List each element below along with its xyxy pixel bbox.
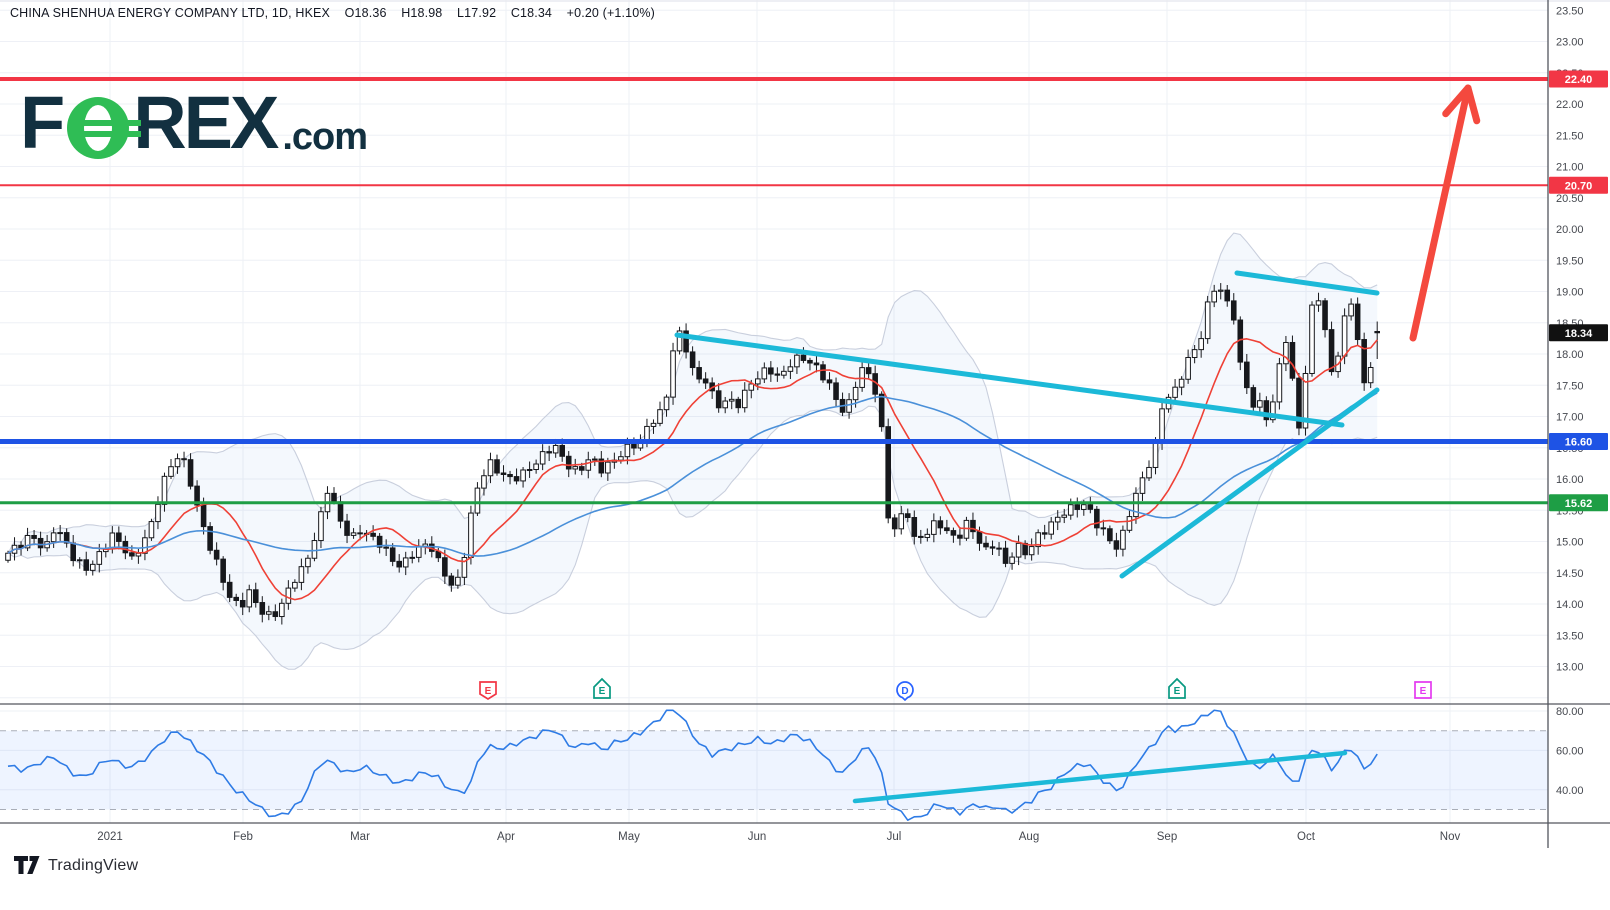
svg-text:Mar: Mar bbox=[350, 831, 370, 843]
svg-text:21.00: 21.00 bbox=[1556, 162, 1584, 174]
svg-text:Apr: Apr bbox=[497, 831, 515, 843]
svg-text:14.50: 14.50 bbox=[1556, 568, 1584, 580]
svg-text:21.50: 21.50 bbox=[1556, 130, 1584, 142]
tradingview-attribution[interactable]: TradingView bbox=[14, 856, 138, 875]
candlestick-series bbox=[5, 283, 1381, 625]
trendline-descending-resistance-long[interactable] bbox=[674, 332, 1345, 428]
svg-text:17.50: 17.50 bbox=[1556, 380, 1584, 392]
svg-text:15.62: 15.62 bbox=[1565, 498, 1593, 510]
open-value: O18.36 bbox=[344, 6, 387, 20]
svg-text:60.00: 60.00 bbox=[1556, 745, 1584, 757]
moving-averages bbox=[7, 338, 1378, 601]
svg-text:Oct: Oct bbox=[1297, 831, 1316, 843]
projection-arrow[interactable] bbox=[1409, 84, 1481, 342]
rsi-pane bbox=[0, 709, 1548, 821]
marker-dividend[interactable] bbox=[896, 681, 914, 702]
trendline-descending-resistance-short[interactable] bbox=[1234, 270, 1380, 296]
svg-text:23.00: 23.00 bbox=[1556, 37, 1584, 49]
svg-text:18.00: 18.00 bbox=[1556, 349, 1584, 361]
grid-lines bbox=[0, 0, 1548, 823]
svg-text:E: E bbox=[1420, 686, 1427, 697]
svg-text:17.00: 17.00 bbox=[1556, 412, 1584, 424]
svg-text:19.00: 19.00 bbox=[1556, 287, 1584, 299]
marker-earnings[interactable] bbox=[593, 677, 611, 699]
svg-text:13.00: 13.00 bbox=[1556, 662, 1584, 674]
svg-text:20.70: 20.70 bbox=[1565, 180, 1593, 192]
svg-text:16.00: 16.00 bbox=[1556, 474, 1584, 486]
svg-text:20.50: 20.50 bbox=[1556, 193, 1584, 205]
pane-separators bbox=[0, 0, 1610, 848]
svg-text:13.50: 13.50 bbox=[1556, 630, 1584, 642]
trendlines[interactable] bbox=[674, 270, 1380, 804]
svg-text:40.00: 40.00 bbox=[1556, 785, 1584, 797]
svg-text:20.00: 20.00 bbox=[1556, 224, 1584, 236]
close-value: C18.34 bbox=[510, 6, 553, 20]
svg-text:2021: 2021 bbox=[97, 831, 123, 843]
svg-text:80.00: 80.00 bbox=[1556, 706, 1584, 718]
tradingview-label: TradingView bbox=[48, 856, 139, 874]
chart-legend[interactable]: CHINA SHENHUA ENERGY COMPANY LTD, 1D, HK… bbox=[10, 6, 666, 20]
price-axis[interactable]: 13.0013.5014.0014.5015.0015.5016.0016.50… bbox=[1549, 5, 1608, 797]
svg-text:E: E bbox=[485, 686, 492, 697]
svg-text:Sep: Sep bbox=[1157, 831, 1177, 843]
svg-text:Jun: Jun bbox=[748, 831, 767, 843]
svg-text:Feb: Feb bbox=[233, 831, 253, 843]
svg-text:22.00: 22.00 bbox=[1556, 99, 1584, 111]
svg-text:E: E bbox=[599, 686, 606, 697]
svg-text:Nov: Nov bbox=[1440, 831, 1461, 843]
marker-earnings[interactable] bbox=[1168, 677, 1186, 699]
high-value: H18.98 bbox=[401, 6, 443, 20]
svg-text:Aug: Aug bbox=[1019, 831, 1039, 843]
svg-text:16.60: 16.60 bbox=[1565, 437, 1593, 449]
svg-text:19.50: 19.50 bbox=[1556, 255, 1584, 267]
svg-text:May: May bbox=[618, 831, 640, 843]
svg-text:18.34: 18.34 bbox=[1565, 328, 1593, 340]
time-axis[interactable]: 2021 Feb Mar Apr May Jun Jul Aug Sep Oct Nov bbox=[97, 831, 1460, 843]
low-value: L17.92 bbox=[457, 6, 497, 20]
tradingview-logo-icon bbox=[14, 856, 40, 874]
svg-text:14.00: 14.00 bbox=[1556, 599, 1584, 611]
svg-text:E: E bbox=[1174, 686, 1181, 697]
svg-text:D: D bbox=[901, 686, 908, 697]
marker-earnings-projected[interactable] bbox=[1414, 681, 1432, 699]
marker-earnings[interactable] bbox=[479, 681, 497, 701]
rsi-trendline[interactable] bbox=[852, 750, 1348, 804]
svg-text:23.50: 23.50 bbox=[1556, 5, 1584, 17]
symbol-title: CHINA SHENHUA ENERGY COMPANY LTD, 1D, HK… bbox=[10, 6, 331, 20]
horizontal-level-lines[interactable] bbox=[0, 77, 1548, 505]
svg-text:Jul: Jul bbox=[887, 831, 902, 843]
change-value: +0.20 (+1.10%) bbox=[566, 6, 655, 20]
svg-text:22.40: 22.40 bbox=[1565, 74, 1593, 86]
svg-text:15.00: 15.00 bbox=[1556, 537, 1584, 549]
trendline-ascending-support[interactable] bbox=[1119, 387, 1380, 579]
